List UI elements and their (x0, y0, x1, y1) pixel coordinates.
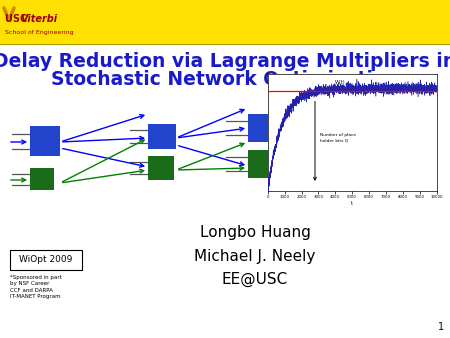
Text: $v_0$: $v_0$ (308, 118, 318, 128)
Text: Number of place
holder bits Q: Number of place holder bits Q (320, 133, 356, 142)
Text: *Sponsored in part
by NSF Career
CCF and DARPA
IT-MANET Program: *Sponsored in part by NSF Career CCF and… (10, 275, 62, 299)
Text: WiOpt 2009: WiOpt 2009 (19, 256, 73, 265)
Text: Longbo Huang: Longbo Huang (199, 225, 310, 241)
Text: Delay Reduction via Lagrange Multipliers in: Delay Reduction via Lagrange Multipliers… (0, 52, 450, 71)
Bar (148, 124, 176, 149)
Bar (30, 126, 60, 156)
Bar (148, 156, 174, 180)
Text: School of Engineering: School of Engineering (5, 30, 74, 35)
Bar (248, 114, 286, 142)
Text: 1: 1 (438, 322, 444, 332)
Text: Michael J. Neely: Michael J. Neely (194, 248, 316, 264)
Bar (10, 250, 82, 270)
Text: USC: USC (5, 14, 31, 24)
Text: W(t): W(t) (335, 80, 346, 85)
X-axis label: t: t (351, 200, 353, 206)
Bar (248, 150, 278, 178)
Text: Viterbi: Viterbi (20, 14, 57, 24)
Bar (0, 0, 450, 44)
Bar (30, 168, 54, 190)
Text: Stochastic Network Optimization: Stochastic Network Optimization (51, 70, 399, 89)
Text: EE@USC: EE@USC (222, 271, 288, 287)
